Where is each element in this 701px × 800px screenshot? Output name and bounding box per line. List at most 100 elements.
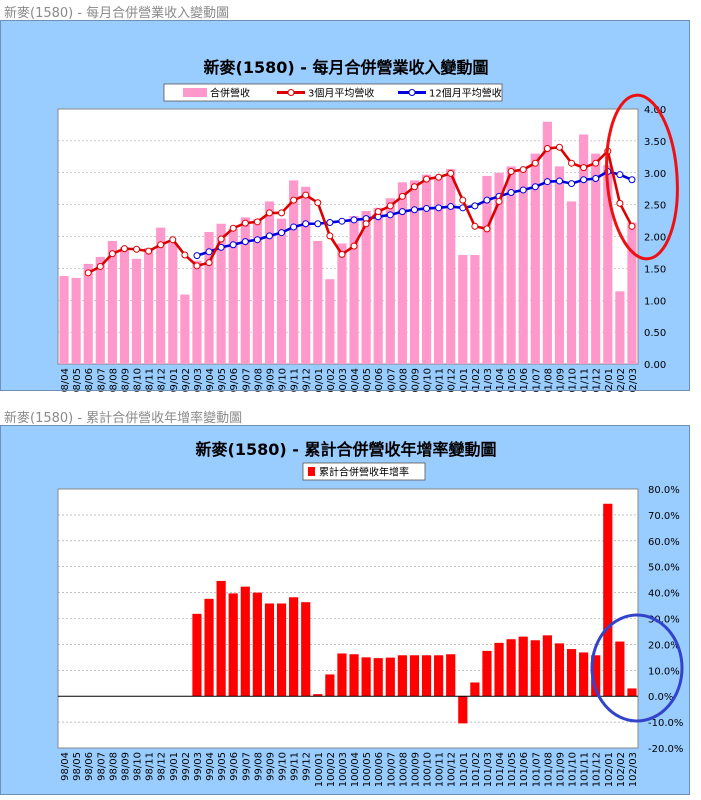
chart2-x-tick: 101/07 [531, 752, 542, 787]
chart1-x-tick: 99/11 [290, 368, 301, 392]
chart2-x-tick: 100/02 [326, 752, 337, 787]
growth-bar [566, 649, 577, 697]
ma3-point [253, 218, 261, 226]
growth-bar [216, 580, 226, 697]
chart1-x-tick: 98/10 [133, 368, 144, 392]
revenue-bar [482, 175, 492, 364]
ma12-point [580, 176, 588, 184]
chart2-x-tick: 100/03 [338, 752, 349, 787]
growth-bar [591, 655, 601, 697]
chart1-x-tick: 99/02 [181, 368, 192, 392]
chart1-x-tick: 99/03 [193, 368, 204, 392]
chart1-x-tick: 101/05 [507, 368, 518, 392]
ma3-point [374, 208, 382, 216]
growth-bar [554, 643, 565, 697]
revenue-bar [421, 174, 432, 364]
chart2-x-tick: 100/07 [386, 752, 397, 787]
chart1-x-tick: 100/11 [435, 368, 446, 392]
revenue-bar [107, 240, 117, 364]
chart1-x-tick: 101/12 [592, 368, 603, 392]
chart2-y-tick: 30.0% [648, 615, 680, 626]
ma12-point [592, 174, 600, 182]
chart1-x-tick: 101/09 [555, 368, 566, 392]
revenue-bar [95, 256, 105, 364]
chart1-x-tick: 101/02 [471, 368, 482, 392]
revenue-bar [494, 172, 504, 364]
chart1-x-tick: 100/02 [326, 368, 337, 392]
revenue-bar [204, 232, 214, 364]
chart1-x-tick: 98/08 [108, 368, 119, 392]
chart2-y-tick: 70.0% [648, 511, 680, 522]
chart1-x-tick: 99/01 [169, 368, 180, 392]
ma12-point [278, 229, 286, 237]
chart1-title: 新麥(1580) - 每月合併營業收入變動圖 [204, 58, 489, 77]
revenue-bar [566, 201, 577, 364]
revenue-bar [83, 263, 93, 364]
ma3-point [447, 169, 455, 177]
ma3-point [290, 196, 298, 204]
chart1-x-tick: 100/04 [350, 368, 361, 392]
chart1-x-tick: 101/08 [543, 368, 554, 392]
chart1-x-tick: 102/03 [628, 368, 639, 392]
growth-bar [542, 635, 552, 697]
ma12-point [555, 177, 563, 185]
chart2-x-tick: 101/10 [568, 752, 579, 787]
growth-bar [494, 642, 504, 697]
revenue-bar [542, 121, 552, 364]
chart1-y-tick: 1.50 [644, 264, 666, 275]
ma12-point [628, 176, 636, 184]
ma3-point [120, 245, 128, 253]
ma3-point [628, 222, 636, 230]
ma3-point [435, 173, 443, 181]
ma3-point [507, 167, 515, 175]
ma12-point [193, 252, 201, 260]
chart1-x-tick: 101/04 [495, 368, 506, 392]
ma12-point [302, 220, 310, 228]
chart1-x-tick: 98/05 [72, 368, 83, 392]
revenue-chart-panel: 新麥(1580) - 每月合併營業收入變動圖 合併營收 3個月平均營收 12個月平均營… [0, 20, 690, 392]
chart1-x-tick: 100/06 [374, 368, 385, 392]
growth-bar [603, 503, 613, 697]
ma3-point [326, 232, 334, 240]
ma12-point [471, 202, 479, 210]
chart2-y-tick: 40.0% [648, 589, 680, 600]
revenue-bar [518, 169, 528, 364]
legend-swatch-growth [308, 467, 315, 476]
chart2-y-tick: 20.0% [648, 640, 680, 651]
chart2-x-tick: 99/02 [181, 752, 192, 781]
revenue-bar [615, 291, 625, 364]
growth-bar [579, 652, 589, 697]
ma3-point [133, 245, 141, 253]
chart2-x-tick: 98/08 [108, 752, 119, 781]
annotation-red-ellipse [605, 93, 679, 261]
ma3-point [96, 262, 104, 270]
chart2-legend-box [302, 462, 426, 481]
chart1-x-tick: 100/07 [386, 368, 397, 392]
chart1-x-tick: 99/07 [241, 368, 252, 392]
ma12-point [616, 171, 624, 179]
ma3-point [205, 259, 213, 267]
chart2-x-tick: 98/12 [157, 752, 168, 781]
revenue-bar [627, 222, 637, 364]
chart1-y-tick: 2.00 [644, 233, 666, 244]
revenue-bar [530, 153, 540, 364]
chart1-x-tick: 99/10 [278, 368, 289, 392]
chart1-x-tick: 101/06 [519, 368, 530, 392]
chart2-x-tick: 101/02 [471, 752, 482, 787]
growth-bar [361, 657, 371, 697]
chart2-x-tick: 100/04 [350, 752, 361, 787]
chart2-y-tick: 0.0% [648, 692, 673, 703]
chart2-x-tick: 101/11 [580, 752, 591, 787]
ma12-point [326, 218, 334, 226]
chart1-x-tick: 100/09 [410, 368, 421, 392]
growth-bar [397, 655, 407, 697]
revenue-bar [337, 243, 347, 364]
growth-bar [530, 640, 540, 697]
ma3-point [193, 262, 201, 270]
chart2-y-tick: -20.0% [648, 744, 683, 755]
ma12-point [386, 211, 394, 219]
legend-label-ma3: 3個月平均營收 [308, 87, 374, 100]
ma3-point [483, 225, 491, 233]
growth-bar [240, 586, 250, 697]
revenue-bar [289, 180, 299, 364]
